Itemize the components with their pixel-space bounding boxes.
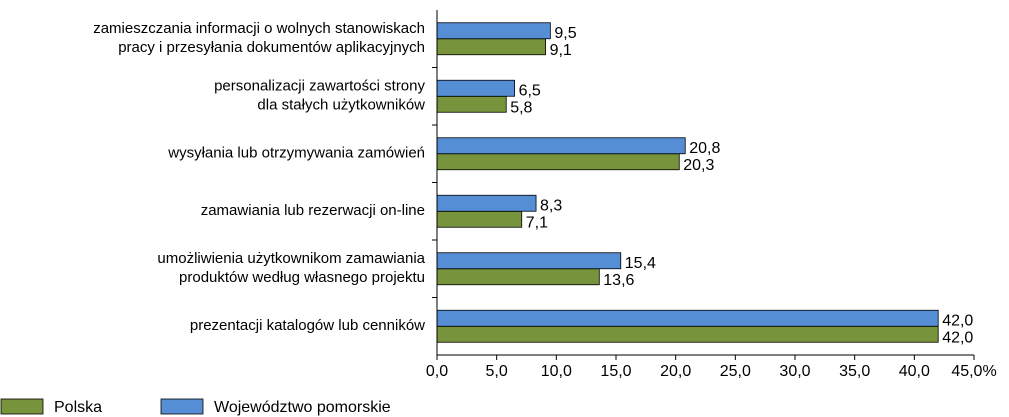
bar — [436, 194, 537, 212]
x-tick-label: 35,0 — [839, 363, 870, 380]
category-label: wysyłania lub otrzymywania zamówień — [167, 145, 425, 162]
legend-label: Województwo pomorskie — [214, 399, 391, 416]
value-label: 7,1 — [526, 214, 548, 231]
bar — [436, 309, 939, 327]
category-label: prezentacji katalogów lub cenników — [190, 317, 425, 334]
bar — [436, 95, 507, 113]
x-tick-label: 40,0 — [899, 363, 930, 380]
x-tick-label: 25,0 — [720, 363, 751, 380]
value-label: 42,0 — [942, 329, 973, 346]
value-label: 15,4 — [625, 255, 656, 272]
value-label: 42,0 — [942, 312, 973, 329]
bar — [436, 252, 622, 270]
bar — [436, 137, 686, 155]
x-tick-label: 10,0 — [541, 363, 572, 380]
category-label: personalizacji zawartości strony — [214, 78, 425, 95]
bar — [436, 38, 546, 56]
value-label: 20,3 — [683, 157, 714, 174]
category-label: pracy i przesyłania dokumentów aplikacyj… — [118, 39, 425, 56]
legend-swatch — [160, 398, 204, 415]
bar — [436, 79, 515, 97]
x-tick-label: 5,0 — [486, 363, 508, 380]
legend-label: Polska — [54, 399, 102, 416]
category-label: zamieszczania informacji o wolnych stano… — [93, 20, 425, 37]
value-label: 6,5 — [519, 82, 541, 99]
bar — [436, 210, 523, 228]
value-label: 5,8 — [510, 99, 532, 116]
x-tick-label: 30,0 — [779, 363, 810, 380]
category-label: dla stałych użytkowników — [257, 97, 425, 114]
legend-swatch — [0, 398, 44, 415]
x-tick-label: 0,0 — [426, 363, 448, 380]
value-label: 20,8 — [689, 140, 720, 157]
x-tick-label: 20,0 — [660, 363, 691, 380]
category-label: umożliwienia użytkownikom zamawiania — [157, 250, 425, 267]
bar — [436, 325, 939, 343]
bar — [436, 268, 600, 286]
bar — [436, 153, 680, 171]
value-label: 13,6 — [603, 272, 634, 289]
x-tick-label: 45,0% — [951, 363, 996, 380]
bar — [436, 22, 551, 40]
category-label: produktów według własnego projektu — [179, 269, 425, 286]
value-label: 9,5 — [554, 25, 576, 42]
value-label: 9,1 — [550, 42, 572, 59]
x-tick-label: 15,0 — [600, 363, 631, 380]
value-label: 8,3 — [540, 197, 562, 214]
category-label: zamawiania lub rezerwacji on-line — [201, 202, 425, 219]
